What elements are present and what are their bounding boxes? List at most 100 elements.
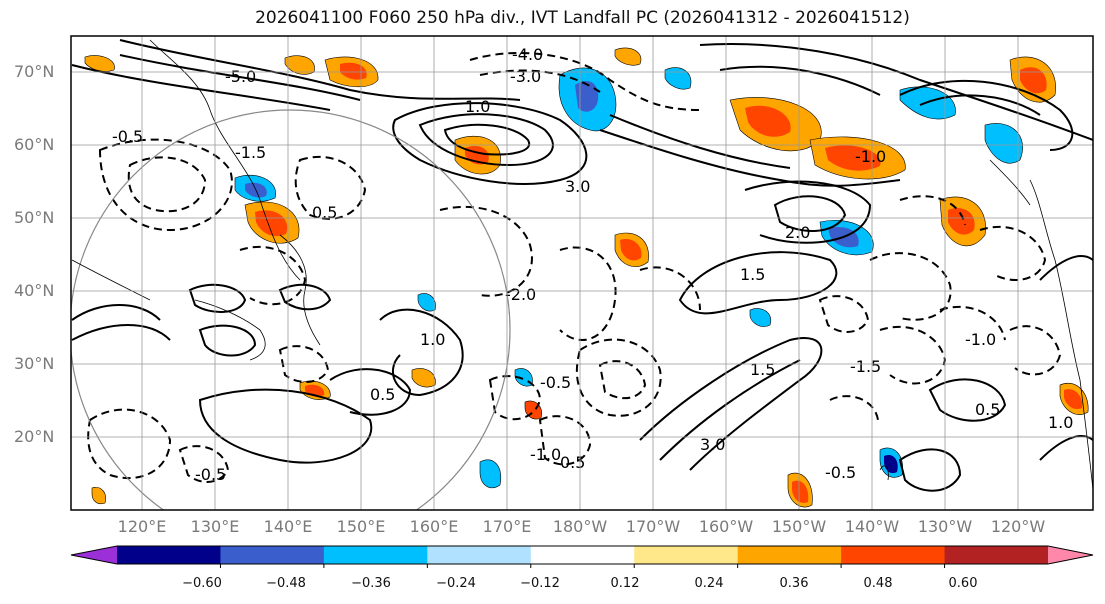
shade-blob: [948, 208, 975, 235]
coastlines: [71, 39, 1093, 491]
contour-line: [119, 54, 361, 101]
shade-blob: [411, 368, 436, 388]
colorbar-tick-label: −0.12: [520, 576, 560, 591]
chart-title: 2026041100 F060 250 hPa div., IVT Landfa…: [255, 8, 910, 28]
contour-line: [418, 113, 554, 167]
contour-label: -1.0: [530, 445, 561, 464]
shade-blob: [825, 145, 881, 171]
contour-label: 1.5: [750, 360, 775, 379]
contour-line: [538, 415, 592, 466]
contour-line: [188, 283, 247, 313]
colorbar-tick-label: 0.12: [610, 576, 640, 591]
contour-line: [278, 283, 332, 311]
colorbar-tick-label: −0.24: [436, 576, 476, 591]
contour-label: 1.0: [1048, 413, 1073, 432]
lon-label: 180°W: [552, 517, 608, 536]
contour-line: [278, 345, 330, 383]
contour-label: 0.5: [560, 453, 585, 472]
shade-blob: [749, 308, 772, 327]
contour-line: [239, 245, 307, 306]
contour-label: 0.5: [370, 385, 395, 404]
shade-blob: [664, 67, 692, 90]
contour-line: [939, 305, 1006, 341]
contour-line: [119, 39, 521, 101]
contour-label: 2.0: [785, 223, 810, 242]
lon-label: 170°E: [482, 517, 532, 536]
colorbar-segment: [841, 546, 946, 564]
colorbar-tick-label: −0.36: [351, 576, 391, 591]
contour-label: -0.5: [112, 127, 143, 146]
reference-circle: [71, 109, 511, 510]
contour-label: -5.0: [225, 67, 256, 86]
contour-line: [719, 65, 881, 96]
contour-label: -0.5: [825, 463, 856, 482]
shade-blob: [614, 47, 642, 66]
contour-line: [575, 338, 662, 417]
lon-label: 150°E: [336, 517, 386, 536]
contour-line: [599, 129, 901, 187]
contour-line: [829, 395, 879, 421]
contour-line: [488, 375, 542, 421]
contour-line: [198, 388, 373, 464]
colorbar-tick-label: 0.36: [779, 576, 809, 591]
contour-line: [294, 155, 367, 220]
contour-label: 1.0: [465, 97, 490, 116]
colorbar-tick-label: 0.60: [948, 576, 978, 591]
colorbar-extension-max: [1048, 546, 1093, 564]
shade-blob: [1064, 389, 1083, 410]
contour-line: [127, 156, 207, 213]
lon-label: 160°E: [409, 517, 459, 536]
shading-layer: [84, 47, 1089, 508]
coastline: [879, 465, 889, 481]
shade-blob: [340, 62, 367, 80]
contour-label: -1.5: [235, 143, 266, 162]
contour-line: [1039, 255, 1093, 281]
coastline: [194, 299, 266, 361]
lat-label: 60°N: [14, 135, 55, 154]
contour-line: [1009, 325, 1062, 376]
coastline: [149, 39, 301, 281]
colorbar: [70, 545, 1094, 568]
colorbar-segment: [427, 546, 532, 564]
shade-blob: [745, 105, 791, 137]
colorbar-outline: [70, 545, 1094, 565]
lon-label: 160°W: [698, 517, 754, 536]
contour-line: [928, 378, 1007, 422]
contour-line: [392, 102, 588, 185]
contour-label: 0.5: [975, 400, 1000, 419]
lon-label: 120°W: [990, 517, 1046, 536]
contour-line: [744, 180, 872, 244]
lat-label: 70°N: [14, 62, 55, 81]
colorbar-extension-min: [71, 546, 117, 564]
coastline: [279, 234, 321, 346]
shade-blob: [1020, 67, 1047, 94]
lat-label: 20°N: [14, 427, 55, 446]
contour-line: [818, 295, 870, 333]
contour-label: -1.0: [855, 147, 886, 166]
shade-blob: [620, 239, 642, 261]
shade-blob: [575, 80, 599, 112]
colorbar-tick-label: −0.48: [266, 576, 306, 591]
contour-line: [98, 138, 233, 232]
contour-line: [1039, 435, 1093, 461]
contour-line: [87, 408, 172, 480]
coastline: [71, 259, 151, 301]
contour-label: 1.0: [420, 330, 445, 349]
shade-blob: [91, 487, 106, 505]
contour-line: [379, 308, 464, 397]
contour-line: [678, 251, 838, 315]
lat-label: 40°N: [14, 281, 55, 300]
lon-label: 140°E: [263, 517, 313, 536]
colorbar-segment: [530, 546, 635, 564]
colorbar-segment: [220, 546, 325, 564]
contour-line: [919, 94, 1041, 116]
contour-line: [639, 266, 701, 311]
coastline: [1029, 179, 1093, 491]
contour-line: [71, 304, 161, 321]
shade-blob: [255, 210, 288, 237]
contour-line: [329, 368, 412, 416]
contour-label: 3.0: [565, 177, 590, 196]
lat-label: 30°N: [14, 354, 55, 373]
contour-line: [469, 51, 701, 111]
